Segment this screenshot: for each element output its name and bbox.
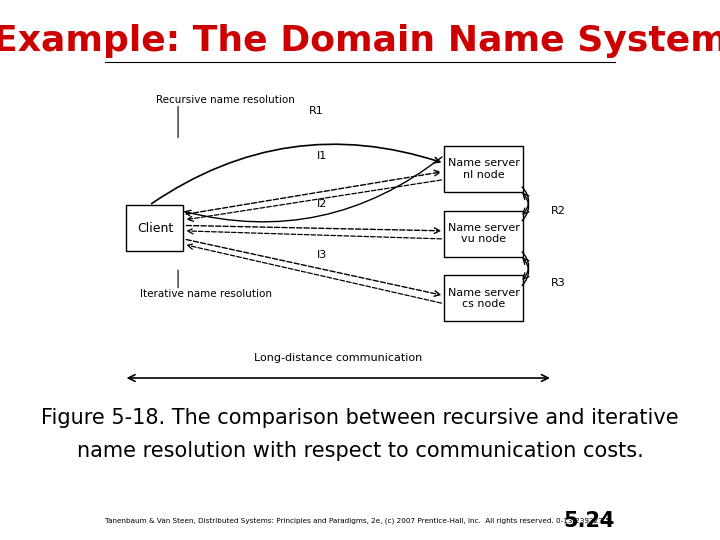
Text: Example: The Domain Name System: Example: The Domain Name System: [0, 24, 720, 58]
FancyBboxPatch shape: [444, 146, 523, 192]
Text: 5.24: 5.24: [564, 511, 616, 531]
Text: I1: I1: [317, 151, 327, 160]
FancyBboxPatch shape: [444, 211, 523, 256]
FancyBboxPatch shape: [444, 275, 523, 321]
Text: R2: R2: [551, 206, 566, 215]
Text: Tanenbaum & Van Steen, Distributed Systems: Principles and Paradigms, 2e, (c) 20: Tanenbaum & Van Steen, Distributed Syste…: [104, 518, 610, 524]
Text: R1: R1: [309, 106, 324, 116]
Text: Name server
cs node: Name server cs node: [448, 287, 520, 309]
Text: R3: R3: [551, 279, 566, 288]
Text: I2: I2: [317, 199, 327, 208]
FancyBboxPatch shape: [127, 205, 184, 251]
Text: name resolution with respect to communication costs.: name resolution with respect to communic…: [76, 441, 644, 461]
Text: Figure 5-18. The comparison between recursive and iterative: Figure 5-18. The comparison between recu…: [41, 408, 679, 429]
Text: Name server
nl node: Name server nl node: [448, 158, 520, 179]
Text: Iterative name resolution: Iterative name resolution: [140, 289, 272, 299]
Text: Client: Client: [137, 221, 173, 235]
Text: Name server
vu node: Name server vu node: [448, 222, 520, 244]
Text: Long-distance communication: Long-distance communication: [254, 353, 423, 363]
Text: I3: I3: [317, 250, 327, 260]
Text: Recursive name resolution: Recursive name resolution: [156, 95, 295, 105]
